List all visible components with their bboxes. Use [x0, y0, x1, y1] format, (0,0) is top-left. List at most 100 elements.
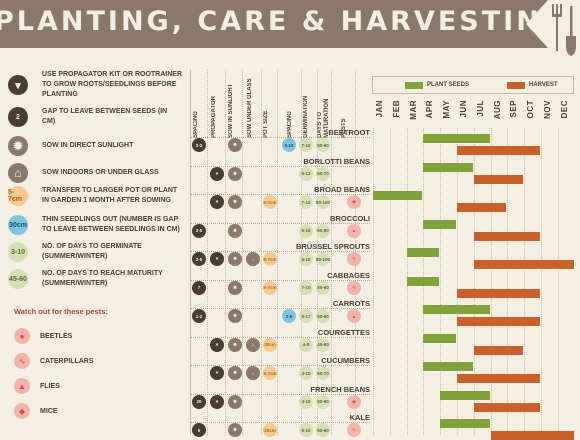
plant-bar	[423, 362, 473, 371]
row-divider	[190, 194, 370, 195]
plant-bar	[373, 191, 423, 200]
propagator-icon: ▾	[210, 195, 224, 209]
thin-icon: 30cm	[8, 215, 28, 235]
harvest-swatch	[507, 81, 526, 89]
vegetable-name: CABBAGES	[327, 270, 370, 280]
germination-badge: 5-12	[299, 166, 313, 181]
plant-bar	[423, 219, 456, 229]
maturity-badge: 50-60	[316, 423, 330, 437]
key-text: USE PROPAGATOR KIT OR ROOTRAINER TO GROW…	[42, 71, 183, 98]
plant-bar	[440, 419, 490, 428]
harvest-bar	[473, 174, 524, 184]
maturity-badge: 50-60	[316, 394, 330, 409]
vegetable-name: KALE	[349, 413, 370, 422]
germination-badge: 3-10	[299, 366, 313, 380]
pest-label: BEETLES	[40, 332, 73, 340]
page-title: PLANTING, CARE & HARVESTING	[0, 6, 567, 37]
mice-icon: ◆	[347, 195, 361, 209]
plant-bar	[423, 305, 490, 314]
harvest-legend-label: HARVEST	[529, 82, 558, 88]
column-divider	[331, 70, 332, 435]
key-text: NO. OF DAYS TO REACH MATURITY (SUMMER/WI…	[42, 270, 163, 287]
germination-badge: 4-10	[299, 394, 313, 409]
spacing-badge: 1-2	[192, 309, 206, 323]
mice-icon: ◆	[14, 403, 30, 419]
plant-legend-label: PLANT SEEDS	[427, 82, 470, 88]
column-header: PROPAGATOR	[211, 95, 217, 138]
vegetable-name: COURGETTES	[317, 327, 370, 337]
pest-label: MICE	[40, 407, 58, 415]
pest-item: ▲ FLIES	[14, 378, 60, 394]
month-gridline	[524, 128, 526, 435]
key-item: 2 GAP TO LEAVE BETWEEN SEEDS (IN CM)	[8, 107, 182, 127]
column-header: SOW IN SUNLIGHT	[228, 83, 234, 138]
propagator-icon: ▾	[210, 366, 224, 380]
harvest-bar	[457, 374, 540, 383]
vegetable-name: CUCUMBERS	[321, 356, 370, 365]
plant-bar	[423, 162, 473, 172]
sun-icon: ✹	[228, 195, 242, 209]
vegetable-name: BEETROOT	[328, 128, 370, 137]
maturity-badge: 60-80	[316, 223, 330, 238]
month-gridline	[473, 128, 475, 435]
sun-icon: ✹	[228, 309, 242, 323]
spacing-badge: 20	[192, 394, 206, 409]
maturity-icon: 45-60	[8, 269, 28, 289]
row-divider	[190, 365, 370, 366]
column-divider	[207, 70, 208, 435]
pot-size-badge: 5-7cm	[263, 366, 277, 380]
pest-label: CATERPILLARS	[40, 357, 94, 365]
garden-tools-icon	[550, 2, 578, 58]
caterpillars-icon: ∿	[347, 252, 361, 266]
month-label: AUG	[492, 100, 502, 120]
month-gridline	[440, 128, 442, 435]
germination-badge: 5-10	[299, 252, 313, 266]
month-label: SEP	[509, 100, 519, 118]
month-label: NOV	[543, 100, 552, 119]
row-divider	[190, 251, 370, 252]
germination-badge: 5-10	[299, 223, 313, 238]
thin-badge: 2-5	[282, 309, 296, 323]
column-header: SPACING	[193, 111, 199, 138]
germination-badge: 7-10	[299, 195, 313, 209]
caterpillars-icon: ∿	[347, 423, 361, 437]
column-header: SPACING	[287, 111, 293, 138]
column-divider	[317, 70, 318, 435]
spacing-badge: 2-3	[192, 138, 206, 152]
month-label: DEC	[559, 100, 569, 119]
key-text: NO. OF DAYS TO GERMINATE (SUMMER/WINTER)	[42, 243, 142, 260]
column-divider	[242, 70, 243, 435]
chart-legend: PLANT SEEDS HARVEST	[372, 76, 574, 94]
harvest-bar	[457, 203, 507, 212]
column-header: POT SIZE	[263, 110, 269, 138]
sun-icon: ✹	[228, 223, 242, 238]
harvest-bar	[473, 402, 540, 412]
key-item: ⌂ SOW INDOORS OR UNDER GLASS	[8, 163, 182, 183]
maturity-badge: 80-100	[316, 195, 330, 209]
germination-badge: 5-17	[299, 309, 313, 323]
harvest-bar	[457, 288, 540, 298]
key-text: SOW IN DIRECT SUNLIGHT	[42, 142, 134, 149]
title-banner: PLANTING, CARE & HARVESTING	[0, 0, 548, 48]
house-icon: ⌂	[246, 337, 260, 352]
harvest-bar	[473, 345, 524, 355]
key-item: 30cm THIN SEEDLINGS OUT (NUMBER IS GAP TO…	[8, 215, 182, 235]
month-gridline	[457, 128, 458, 435]
flies-icon: ▲	[347, 309, 361, 323]
propagator-icon: ▾	[8, 75, 28, 95]
row-divider	[190, 393, 370, 395]
month-label: OCT	[526, 100, 536, 119]
sun-icon: ✹	[228, 366, 242, 380]
maturity-badge: 50-70	[316, 366, 330, 380]
maturity-badge: 50-60	[316, 280, 330, 295]
plant-bar	[440, 390, 490, 400]
spacing-badge: 5	[192, 423, 206, 437]
pot-size-badge: 20cm	[263, 423, 277, 437]
spacing-icon: 2	[8, 107, 28, 127]
propagator-icon: ▾	[210, 337, 224, 352]
house-icon: ⌂	[8, 163, 28, 183]
plant-bar	[423, 333, 456, 343]
caterpillars-icon: ∿	[347, 280, 361, 295]
sun-icon: ✹	[228, 280, 242, 295]
month-label: JUN	[459, 100, 468, 118]
